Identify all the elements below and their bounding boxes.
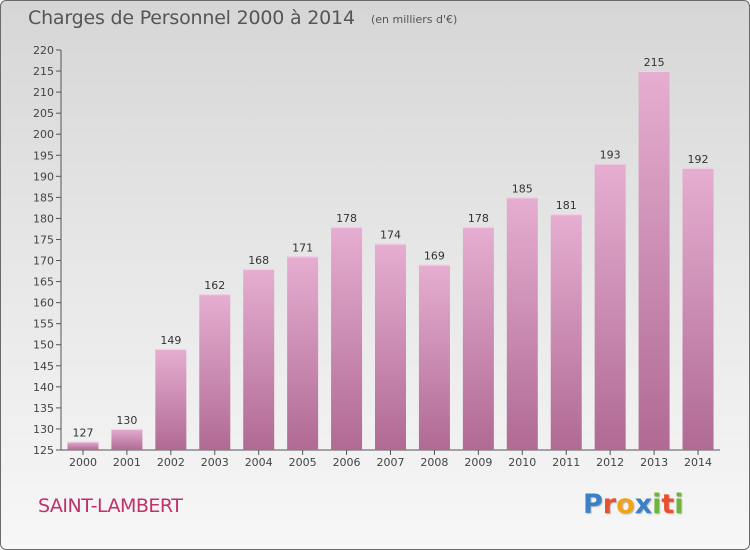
y-tick-label: 155 [33, 318, 54, 331]
chart-subtitle: (en milliers d'€) [371, 13, 458, 26]
logo-letter: i [674, 489, 684, 520]
y-tick-label: 195 [33, 149, 54, 162]
y-tick-label: 180 [33, 212, 54, 225]
bar [462, 226, 494, 450]
x-tick-label: 2000 [69, 456, 97, 469]
y-tick-label: 200 [33, 128, 54, 141]
bar [111, 428, 143, 450]
logo-letter: o [616, 489, 635, 520]
commune-name: SAINT-LAMBERT [38, 495, 183, 517]
bar-value-label: 193 [600, 149, 621, 162]
bar [418, 264, 450, 450]
x-tick-label: 2007 [377, 456, 405, 469]
y-tick-label: 215 [33, 65, 54, 78]
x-tick-label: 2010 [508, 456, 536, 469]
x-tick-label: 2008 [420, 456, 448, 469]
x-tick-label: 2014 [684, 456, 712, 469]
bar-value-label: 149 [160, 334, 181, 347]
x-tick-label: 2012 [596, 456, 624, 469]
logo-letter: r [602, 489, 617, 520]
chart-title: Charges de Personnel 2000 à 2014 [28, 7, 355, 29]
bar-value-label: 174 [380, 229, 401, 242]
y-tick-label: 130 [33, 423, 54, 436]
y-tick-label: 165 [33, 276, 54, 289]
bar [199, 294, 231, 450]
bar-value-label: 192 [688, 153, 709, 166]
y-tick-label: 210 [33, 86, 54, 99]
y-tick-label: 135 [33, 402, 54, 415]
bar-value-label: 168 [248, 254, 269, 267]
bar-value-label: 181 [556, 199, 577, 212]
bar [375, 243, 406, 450]
y-tick-label: 160 [33, 297, 54, 310]
y-tick-label: 185 [33, 191, 54, 204]
x-tick-label: 2013 [640, 456, 668, 469]
bar-value-label: 171 [292, 241, 313, 254]
bar [506, 197, 538, 450]
y-tick-label: 190 [33, 170, 54, 183]
y-tick-label: 170 [33, 255, 54, 268]
bar [243, 268, 275, 450]
logo-letter: P [583, 489, 603, 520]
bar [155, 348, 187, 450]
bar-value-label: 178 [336, 212, 357, 225]
y-tick-label: 145 [33, 360, 54, 373]
bar [550, 214, 582, 450]
x-tick-label: 2006 [333, 456, 361, 469]
x-tick-label: 2001 [113, 456, 141, 469]
bar [67, 441, 99, 450]
x-tick-label: 2005 [289, 456, 317, 469]
bar [594, 163, 626, 450]
x-tick-label: 2003 [201, 456, 229, 469]
logo-letter: i [652, 489, 662, 520]
y-tick-label: 220 [33, 44, 54, 57]
y-tick-label: 175 [33, 233, 54, 246]
bar [682, 167, 714, 451]
bar-value-label: 127 [72, 427, 93, 440]
bar [331, 226, 363, 450]
y-tick-label: 125 [33, 444, 54, 457]
bar-value-label: 215 [644, 56, 665, 69]
x-tick-label: 2009 [464, 456, 492, 469]
bar-value-label: 185 [512, 182, 533, 195]
x-tick-label: 2004 [245, 456, 273, 469]
bar [287, 256, 319, 450]
bar-value-label: 162 [204, 279, 225, 292]
logo-letter: t [661, 489, 675, 520]
y-tick-label: 140 [33, 381, 54, 394]
bar-value-label: 178 [468, 212, 489, 225]
logo-letter: x [634, 489, 653, 520]
y-tick-label: 150 [33, 339, 54, 352]
x-tick-label: 2011 [552, 456, 580, 469]
bar [638, 71, 670, 450]
x-tick-label: 2002 [157, 456, 185, 469]
y-tick-label: 205 [33, 107, 54, 120]
proxiti-logo[interactable]: Proxiti [583, 489, 684, 520]
bar-value-label: 130 [116, 414, 137, 427]
bar-value-label: 169 [424, 250, 445, 263]
